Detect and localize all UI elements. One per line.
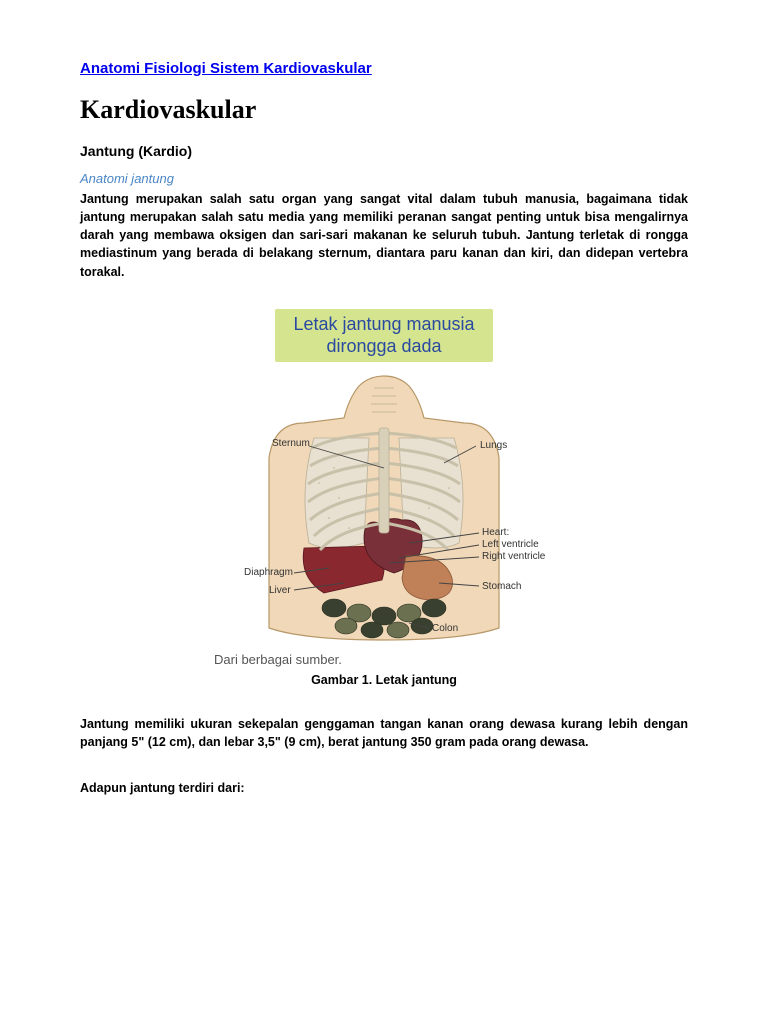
paragraph-components-intro: Adapun jantung terdiri dari: [80, 779, 688, 797]
label-heart: Heart: [482, 527, 509, 538]
label-lungs: Lungs [480, 440, 507, 451]
label-sternum: Sternum [272, 438, 310, 449]
banner-line-2: dirongga dada [326, 336, 441, 356]
figure-banner: Letak jantung manusia dirongga dada [275, 309, 492, 362]
heading-3: Anatomi jantung [80, 171, 688, 186]
title-link[interactable]: Anatomi Fisiologi Sistem Kardiovaskular [80, 60, 688, 77]
label-stomach: Stomach [482, 581, 521, 592]
label-right-ventricle: Right ventricle [482, 551, 546, 562]
figure-caption: Gambar 1. Letak jantung [80, 673, 688, 687]
paragraph-intro: Jantung merupakan salah satu organ yang … [80, 190, 688, 281]
paragraph-dimensions: Jantung memiliki ukuran sekepalan gengga… [80, 715, 688, 751]
label-diaphragm: Diaphragm [244, 567, 293, 578]
anatomy-diagram: Sternum Diaphragm Liver Lungs Heart: Lef… [214, 368, 554, 648]
figure-source: Dari berbagai sumber. [214, 652, 554, 667]
label-colon: Colon [432, 623, 458, 634]
heading-1: Kardiovaskular [80, 95, 688, 125]
figure-heart-location: Letak jantung manusia dirongga dada [80, 309, 688, 687]
heading-2: Jantung (Kardio) [80, 143, 688, 159]
label-liver: Liver [269, 585, 291, 596]
label-left-ventricle: Left ventricle [482, 539, 539, 550]
banner-line-1: Letak jantung manusia [293, 314, 474, 334]
